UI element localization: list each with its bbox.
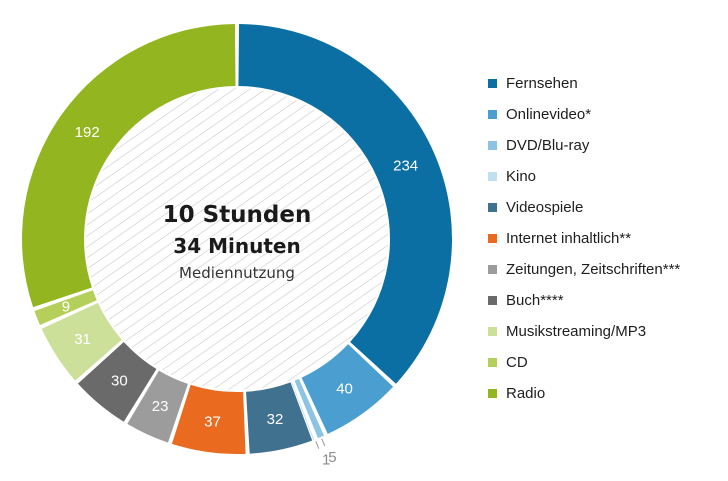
legend-swatch	[488, 234, 497, 243]
center-hatched-disc	[86, 88, 388, 390]
legend-swatch	[488, 203, 497, 212]
legend-swatch	[488, 141, 497, 150]
slice-value-cd: 9	[62, 299, 70, 316]
slice-kino	[291, 381, 315, 441]
slice-zeitungen-zeitschriften	[127, 370, 188, 443]
legend-label: Zeitungen, Zeitschriften***	[506, 261, 681, 278]
legend-label: Fernsehen	[506, 75, 578, 92]
legend-item-zeitungen-zeitschriften: Zeitungen, Zeitschriften***	[488, 254, 724, 285]
leader-line-kino	[315, 441, 320, 449]
slice-musikstreaming-mp3	[41, 302, 122, 381]
legend-swatch	[488, 296, 497, 305]
leader-line-dvd-blu-ray	[321, 438, 326, 447]
legend-item-cd: CD	[488, 347, 724, 378]
slice-dvd-blu-ray	[294, 378, 324, 439]
legend-label: DVD/Blu-ray	[506, 137, 590, 154]
slice-value-buch: 30	[111, 372, 128, 389]
legend-item-fernsehen: Fernsehen	[488, 68, 724, 99]
slice-value-musikstreaming-mp3: 31	[74, 331, 91, 348]
slice-fernsehen	[238, 24, 453, 384]
legend-swatch	[488, 358, 497, 367]
legend-item-internet-inhaltlich: Internet inhaltlich**	[488, 223, 724, 254]
slice-value-dvd-blu-ray: 5	[328, 449, 336, 466]
slice-value-kino: 1	[322, 451, 330, 468]
slice-labels: 234 40 51 32 37 23 30 319 192	[62, 124, 418, 468]
legend-item-videospiele: Videospiele	[488, 192, 724, 223]
slice-value-zeitungen-zeitschriften: 23	[152, 398, 169, 415]
legend-label: Videospiele	[506, 199, 584, 216]
legend-item-radio: Radio	[488, 378, 724, 409]
legend-swatch	[488, 79, 497, 88]
legend-swatch	[488, 110, 497, 119]
slice-value-onlinevideo: 40	[336, 380, 353, 397]
donut-slices	[21, 24, 453, 454]
legend-label: Kino	[506, 168, 537, 185]
legend-label: Internet inhaltlich**	[506, 230, 632, 247]
legend-swatch	[488, 389, 497, 398]
legend-item-musikstreaming-mp3: Musikstreaming/MP3	[488, 316, 724, 347]
legend-item-onlinevideo: Onlinevideo*	[488, 99, 724, 130]
legend-swatch	[488, 172, 497, 181]
center-total-minutes: 34 Minuten	[173, 234, 300, 258]
slice-onlinevideo	[301, 344, 394, 434]
slice-internet-inhaltlich	[171, 384, 246, 454]
slice-cd	[34, 290, 97, 326]
legend-label: CD	[506, 354, 528, 371]
legend-item-buch: Buch****	[488, 285, 724, 316]
slice-buch	[77, 341, 157, 422]
slice-videospiele	[246, 382, 313, 454]
center-total-hours: 10 Stunden	[163, 202, 312, 228]
center-caption: Mediennutzung	[179, 264, 295, 282]
legend-swatch	[488, 265, 497, 274]
slice-value-radio: 192	[75, 124, 100, 141]
legend-item-kino: Kino	[488, 161, 724, 192]
legend-label: Musikstreaming/MP3	[506, 323, 647, 340]
slice-value-internet-inhaltlich: 37	[204, 413, 221, 430]
legend-label: Radio	[506, 385, 546, 402]
legend-swatch	[488, 327, 497, 336]
legend-label: Buch****	[506, 292, 564, 309]
legend: Fernsehen Onlinevideo* DVD/Blu-ray Kino Vide…	[488, 68, 724, 409]
legend-label: Onlinevideo*	[506, 106, 592, 123]
legend-item-dvd-blu-ray: DVD/Blu-ray	[488, 130, 724, 161]
slice-value-videospiele: 32	[267, 411, 284, 428]
slice-radio	[21, 24, 236, 308]
slice-value-fernsehen: 234	[393, 157, 418, 174]
